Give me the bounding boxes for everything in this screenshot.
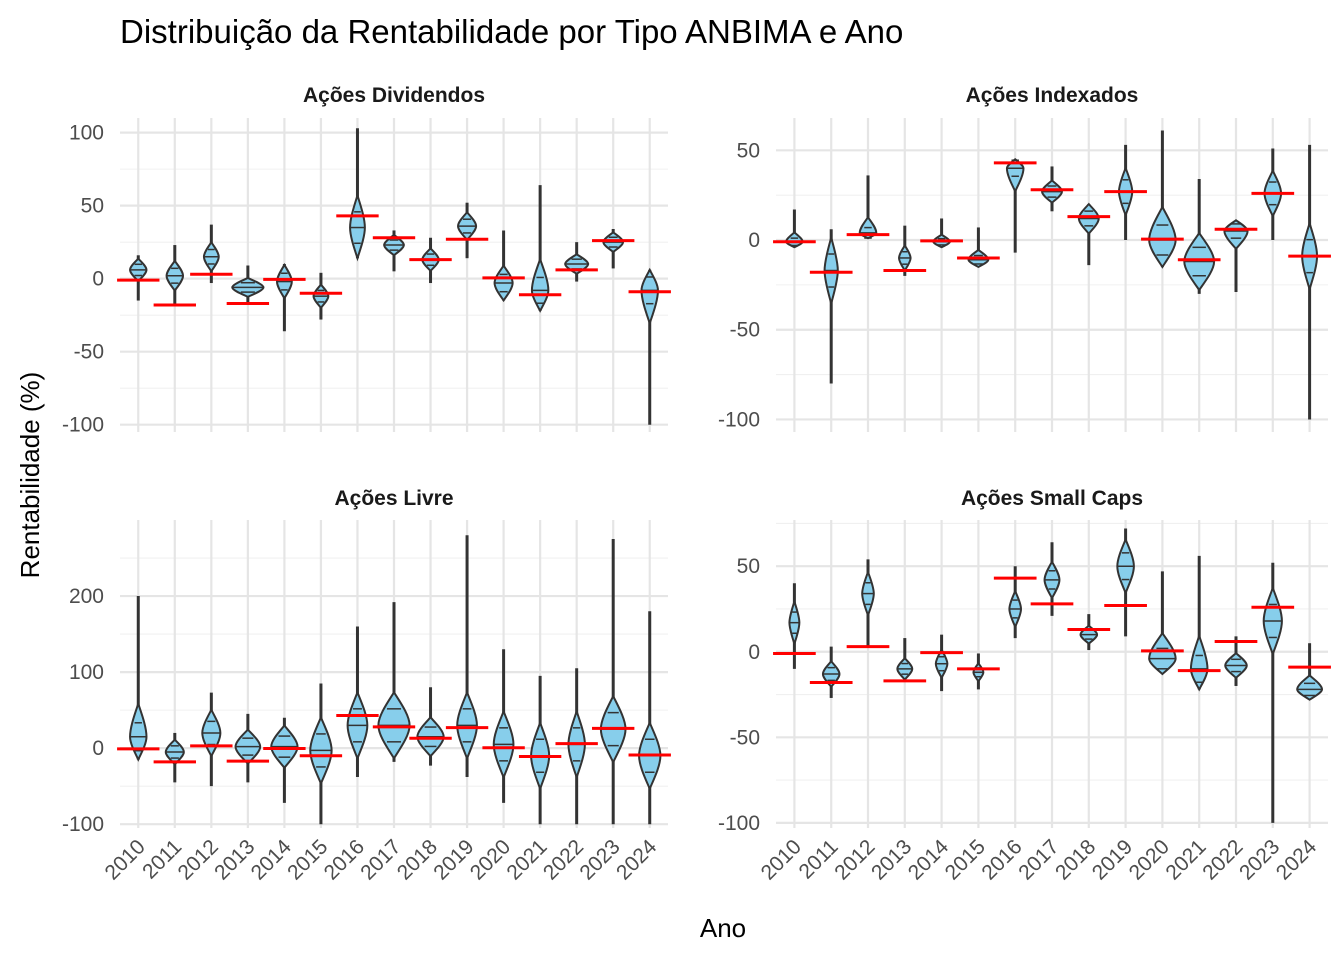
- x-tick-label: 2023: [575, 835, 624, 884]
- x-tick-label: 2011: [795, 835, 843, 883]
- x-tick-label: 2012: [830, 835, 879, 884]
- x-tick-label: 2022: [539, 835, 588, 884]
- x-tick-label: 2014: [904, 835, 954, 885]
- panel-title: Ações Livre: [334, 487, 453, 510]
- x-tick-label: 2021: [502, 835, 551, 884]
- violin-2024: [640, 267, 659, 327]
- x-tick-label: 2015: [941, 835, 990, 884]
- x-tick-label: 2012: [174, 835, 223, 884]
- x-tick-label: 2015: [283, 835, 332, 884]
- x-tick-label: 2020: [466, 835, 515, 884]
- x-tick-label: 2013: [867, 835, 916, 884]
- y-tick-label: -100: [718, 408, 760, 431]
- x-tick-label: 2023: [1235, 835, 1284, 884]
- x-tick-label: 2019: [1088, 835, 1137, 884]
- x-tick-label: 2013: [210, 835, 259, 884]
- x-tick-label: 2010: [757, 835, 806, 884]
- violin-2016: [349, 191, 366, 262]
- violin-2021: [1189, 632, 1209, 692]
- y-tick-label: 0: [748, 641, 760, 664]
- y-tick-label: -100: [62, 414, 104, 437]
- y-tick-label: 0: [92, 268, 104, 291]
- y-tick-label: -50: [730, 319, 760, 342]
- x-tick-label: 2016: [320, 835, 369, 884]
- x-tick-label: 2011: [138, 835, 186, 883]
- y-tick-label: -50: [730, 726, 760, 749]
- x-tick-label: 2018: [393, 835, 442, 884]
- x-axis-title: Ano: [700, 913, 746, 943]
- panel-title: Ações Dividendos: [303, 84, 485, 107]
- y-tick-label: 0: [92, 737, 104, 760]
- violin-2010: [785, 231, 804, 249]
- y-tick-label: 100: [69, 122, 104, 145]
- y-tick-label: -100: [62, 813, 104, 836]
- x-tick-label: 2022: [1198, 835, 1247, 884]
- y-tick-label: 50: [737, 555, 760, 578]
- violin-2016: [1005, 157, 1025, 194]
- panel-title: Ações Small Caps: [961, 487, 1143, 510]
- y-axis-title: Rentabilidade (%): [15, 372, 45, 579]
- x-tick-label: 2017: [356, 835, 405, 884]
- panel-title: Ações Indexados: [966, 84, 1139, 107]
- x-tick-label: 2014: [247, 835, 297, 885]
- y-tick-label: 0: [748, 229, 760, 252]
- x-tick-label: 2010: [101, 835, 150, 884]
- violin-2020: [1148, 631, 1177, 676]
- panel-3: Ações Small Caps-100-5005020102011201220…: [718, 487, 1331, 885]
- x-tick-label: 2017: [1014, 835, 1063, 884]
- x-tick-label: 2018: [1051, 835, 1100, 884]
- y-tick-label: 200: [69, 585, 104, 608]
- panel-1: Ações Indexados -100 -50 0 50: [718, 84, 1331, 432]
- x-tick-label: 2021: [1161, 835, 1210, 884]
- x-tick-label: 2016: [977, 835, 1026, 884]
- x-tick-label: 2024: [1272, 835, 1322, 885]
- x-tick-label: 2024: [612, 835, 662, 885]
- violin-2010: [129, 700, 148, 762]
- violin-2024: [1296, 674, 1324, 701]
- panel-0: Ações Dividendos -100 -50 0 50 100: [62, 84, 671, 437]
- x-tick-label: 2019: [429, 835, 478, 884]
- chart-title: Distribuição da Rentabilidade por Tipo A…: [120, 13, 903, 50]
- panel-2: Ações Livre-1000100200201020112012201320…: [62, 487, 671, 885]
- y-tick-label: 100: [69, 661, 104, 684]
- x-tick-label: 2020: [1125, 835, 1174, 884]
- y-tick-label: 50: [737, 139, 760, 162]
- y-tick-label: -100: [718, 812, 760, 835]
- y-tick-label: 50: [81, 195, 104, 218]
- violin-2021: [530, 256, 550, 313]
- panels-group: Ações Dividendos -100 -50 0 50 100 Ações Index…: [62, 84, 1331, 885]
- violin-2020: [1148, 204, 1177, 269]
- y-tick-label: -50: [74, 341, 104, 364]
